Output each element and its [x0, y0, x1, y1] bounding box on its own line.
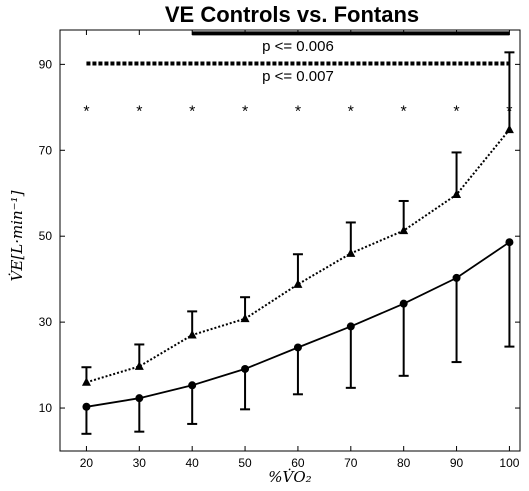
- y-axis-label: V̇E[L·min⁻¹]: [8, 190, 26, 281]
- circle-marker: [346, 322, 355, 331]
- triangle-marker: [399, 225, 409, 235]
- significance-star: *: [348, 103, 354, 120]
- significance-star: *: [453, 103, 459, 120]
- significance-label: p <= 0.007: [262, 68, 334, 85]
- circle-marker: [135, 394, 144, 403]
- x-tick-label: 50: [238, 456, 252, 470]
- x-tick-label: 30: [133, 456, 147, 470]
- significance-star: *: [189, 103, 195, 120]
- triangle-marker: [452, 189, 462, 199]
- significance-label: p <= 0.006: [262, 38, 334, 55]
- circle-marker: [82, 402, 91, 411]
- y-tick-label: 30: [39, 315, 53, 329]
- x-tick-label: 70: [344, 456, 358, 470]
- chart-title: VE Controls vs. Fontans: [165, 2, 419, 27]
- significance-star: *: [136, 103, 142, 120]
- significance-star: *: [242, 103, 248, 120]
- plot-frame: [59, 29, 521, 452]
- x-tick-label: 20: [80, 456, 94, 470]
- x-tick-label: 90: [450, 456, 464, 470]
- circle-marker: [505, 238, 514, 247]
- circle-marker: [399, 299, 408, 308]
- triangle-marker: [240, 313, 250, 323]
- y-tick-label: 90: [39, 57, 53, 71]
- series-line-dotted: [86, 129, 511, 384]
- circle-marker: [188, 381, 197, 390]
- x-tick-label: 40: [186, 456, 200, 470]
- triangle-marker: [293, 279, 303, 288]
- x-tick-label: 60: [291, 456, 305, 470]
- x-tick-label: 100: [499, 456, 519, 470]
- triangle-marker: [504, 124, 514, 134]
- triangle-marker: [134, 361, 144, 370]
- circle-marker: [452, 273, 461, 282]
- significance-star: *: [295, 103, 301, 120]
- x-axis-label: %V̇O₂: [268, 468, 311, 486]
- triangle-marker: [346, 248, 356, 257]
- triangle-marker: [187, 330, 197, 339]
- y-tick-label: 70: [39, 143, 53, 157]
- significance-star: *: [401, 103, 407, 120]
- significance-star: *: [83, 103, 89, 120]
- y-tick-label: 50: [39, 229, 53, 243]
- circle-marker: [241, 364, 250, 373]
- x-tick-label: 80: [397, 456, 411, 470]
- circle-marker: [293, 343, 302, 352]
- triangle-marker: [81, 377, 91, 386]
- y-tick-label: 10: [39, 401, 53, 415]
